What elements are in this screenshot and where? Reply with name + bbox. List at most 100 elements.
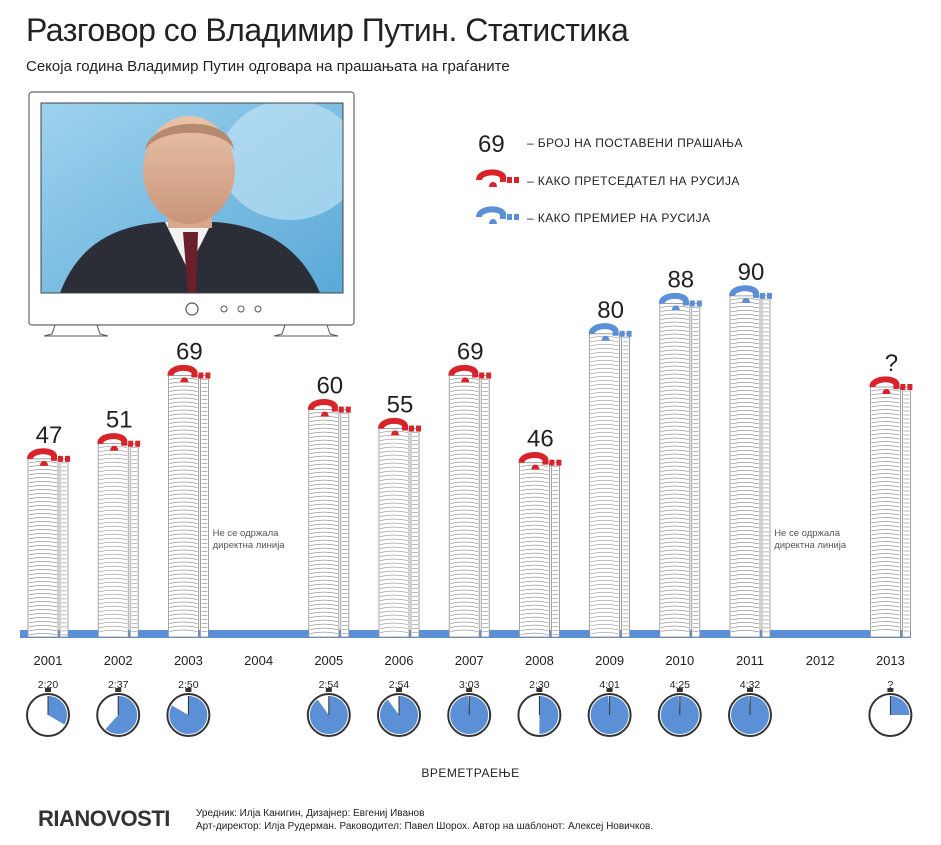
question-stack bbox=[729, 295, 771, 638]
year-label: 2004 bbox=[244, 653, 273, 668]
duration-clocks: 2:20 2:37 2:50 2:54 2:54 3:03 2:30 4:01 4:25 4:32… bbox=[26, 679, 913, 737]
duration-clock: ? bbox=[868, 679, 913, 737]
legend-red-question-icon bbox=[476, 169, 519, 188]
duration-clock: 3:03 bbox=[447, 679, 492, 737]
no-event-note: Не се одржала директна линија bbox=[213, 528, 286, 551]
duration-clock: 2:50 bbox=[166, 679, 211, 737]
bar-top-question-icon bbox=[307, 398, 351, 417]
duration-wedge bbox=[450, 696, 489, 735]
legend-president-label: – КАКО ПРЕТСЕДАТЕЛ НА РУСИЈА bbox=[527, 174, 740, 188]
bar-2002: 2002 51 bbox=[97, 407, 141, 668]
duration-label: 3:03 bbox=[459, 679, 480, 691]
duration-clock: 2:54 bbox=[306, 679, 351, 737]
bar-2010: 2010 88 bbox=[658, 266, 702, 668]
duration-label: 4:25 bbox=[670, 679, 691, 691]
year-label: 2011 bbox=[736, 653, 764, 668]
year-label: 2001 bbox=[34, 653, 63, 668]
page-title: Разговор со Владимир Путин. Статистика bbox=[26, 12, 629, 48]
bar-2009: 2009 80 bbox=[588, 297, 632, 668]
duration-clock: 2:37 bbox=[96, 679, 141, 737]
bar-2008: 2008 46 bbox=[518, 426, 562, 668]
value-label: 47 bbox=[36, 422, 63, 449]
duration-clock: 2:20 bbox=[26, 679, 70, 737]
bar-top-question-icon bbox=[588, 323, 632, 342]
bar-2005: 2005 60 bbox=[307, 373, 351, 668]
bar-2001: 2001 47 bbox=[27, 422, 70, 668]
year-label: 2005 bbox=[314, 653, 343, 668]
year-label: 2006 bbox=[385, 653, 414, 668]
duration-clock: 4:25 bbox=[657, 679, 702, 737]
legend-president-icon bbox=[476, 169, 519, 188]
bar-2011: 2011 90 bbox=[729, 259, 772, 668]
ria-novosti-logo: RIANOVOSTI bbox=[38, 806, 170, 831]
duration-axis-label: ВРЕМЕТРАЕЊЕ bbox=[421, 766, 520, 780]
question-stack bbox=[167, 375, 209, 638]
question-stack bbox=[519, 462, 560, 638]
bar-series: 2001 47 2002 51 2003 69 2004 Не се одржала дирек… bbox=[20, 259, 913, 668]
year-label: 2010 bbox=[665, 653, 694, 668]
duration-clock: 4:32 bbox=[728, 679, 772, 737]
duration-wedge bbox=[890, 696, 910, 715]
footer-credits: Уредник: Илја Канигин, Дизајнер: Евгениј… bbox=[196, 807, 653, 833]
duration-label: 2:54 bbox=[389, 679, 410, 691]
legend-count-symbol: 69 bbox=[478, 131, 505, 158]
duration-wedge bbox=[48, 696, 67, 725]
bar-2003: 2003 69 bbox=[167, 338, 211, 668]
duration-label: 2:50 bbox=[178, 679, 199, 691]
year-label: 2003 bbox=[174, 653, 203, 668]
bar-top-question-icon bbox=[658, 292, 702, 311]
bar-top-question-icon bbox=[869, 376, 913, 395]
value-label: 55 bbox=[387, 392, 414, 419]
question-stack bbox=[378, 428, 420, 638]
duration-wedge bbox=[309, 696, 348, 735]
duration-wedge bbox=[380, 696, 419, 735]
duration-label: 2:54 bbox=[319, 679, 340, 691]
duration-clock: 4:01 bbox=[587, 679, 632, 737]
value-label: 88 bbox=[667, 266, 694, 293]
year-label: 2002 bbox=[104, 653, 133, 668]
duration-label: ? bbox=[887, 679, 893, 691]
duration-clock: 2:30 bbox=[517, 679, 562, 737]
legend: 69 – БРОЈ НА ПОСТАВЕНИ ПРАШАЊА – КАКО ПР… bbox=[476, 131, 743, 225]
duration-clock: 2:54 bbox=[377, 679, 421, 737]
bar-top-question-icon bbox=[167, 364, 211, 383]
bar-2012: 2012 Не се одржала директна линија bbox=[774, 528, 847, 668]
year-label: 2009 bbox=[595, 653, 624, 668]
year-label: 2012 bbox=[806, 653, 835, 668]
bar-top-question-icon bbox=[448, 364, 492, 383]
value-label: 90 bbox=[738, 259, 765, 286]
bar-2013: 2013? bbox=[869, 350, 913, 668]
question-stack bbox=[97, 443, 139, 638]
legend-count-label: – БРОЈ НА ПОСТАВЕНИ ПРАШАЊА bbox=[527, 136, 743, 150]
tv-monitor-illustration bbox=[28, 91, 355, 337]
no-event-note: Не се одржала директна линија bbox=[774, 528, 847, 551]
bar-top-question-icon bbox=[518, 452, 562, 470]
legend-premier-icon bbox=[476, 206, 519, 225]
legend-premier-label: – КАКО ПРЕМИЕР НА РУСИЈА bbox=[527, 211, 710, 225]
duration-wedge bbox=[105, 696, 138, 734]
portrait-photo bbox=[41, 103, 343, 293]
legend-blue-question-icon bbox=[476, 206, 519, 225]
duration-label: 2:30 bbox=[529, 679, 550, 691]
duration-label: 2:20 bbox=[38, 679, 59, 691]
bar-top-question-icon bbox=[378, 417, 421, 436]
question-stack bbox=[870, 386, 911, 638]
value-label: ? bbox=[885, 350, 898, 377]
question-stack bbox=[589, 333, 630, 638]
bar-2007: 2007 69 bbox=[448, 338, 492, 668]
bar-2004: 2004 Не се одржала директна линија bbox=[213, 528, 286, 668]
bar-top-question-icon bbox=[97, 433, 141, 451]
value-label: 51 bbox=[106, 407, 133, 434]
question-stack bbox=[308, 409, 350, 638]
value-label: 69 bbox=[176, 338, 203, 365]
question-stack bbox=[659, 303, 701, 638]
question-stack bbox=[448, 375, 490, 638]
duration-label: 4:01 bbox=[599, 679, 620, 691]
value-label: 69 bbox=[457, 338, 484, 365]
credits-line-1: Уредник: Илја Канигин, Дизајнер: Евгениј… bbox=[196, 808, 425, 819]
value-label: 80 bbox=[597, 297, 624, 324]
page-subtitle: Секоја година Владимир Путин одговара на… bbox=[26, 58, 510, 75]
value-label: 60 bbox=[316, 373, 343, 400]
credits-line-2: Арт-директор: Илја Рудерман. Раководител… bbox=[196, 821, 654, 832]
duration-label: 2:37 bbox=[108, 679, 129, 691]
